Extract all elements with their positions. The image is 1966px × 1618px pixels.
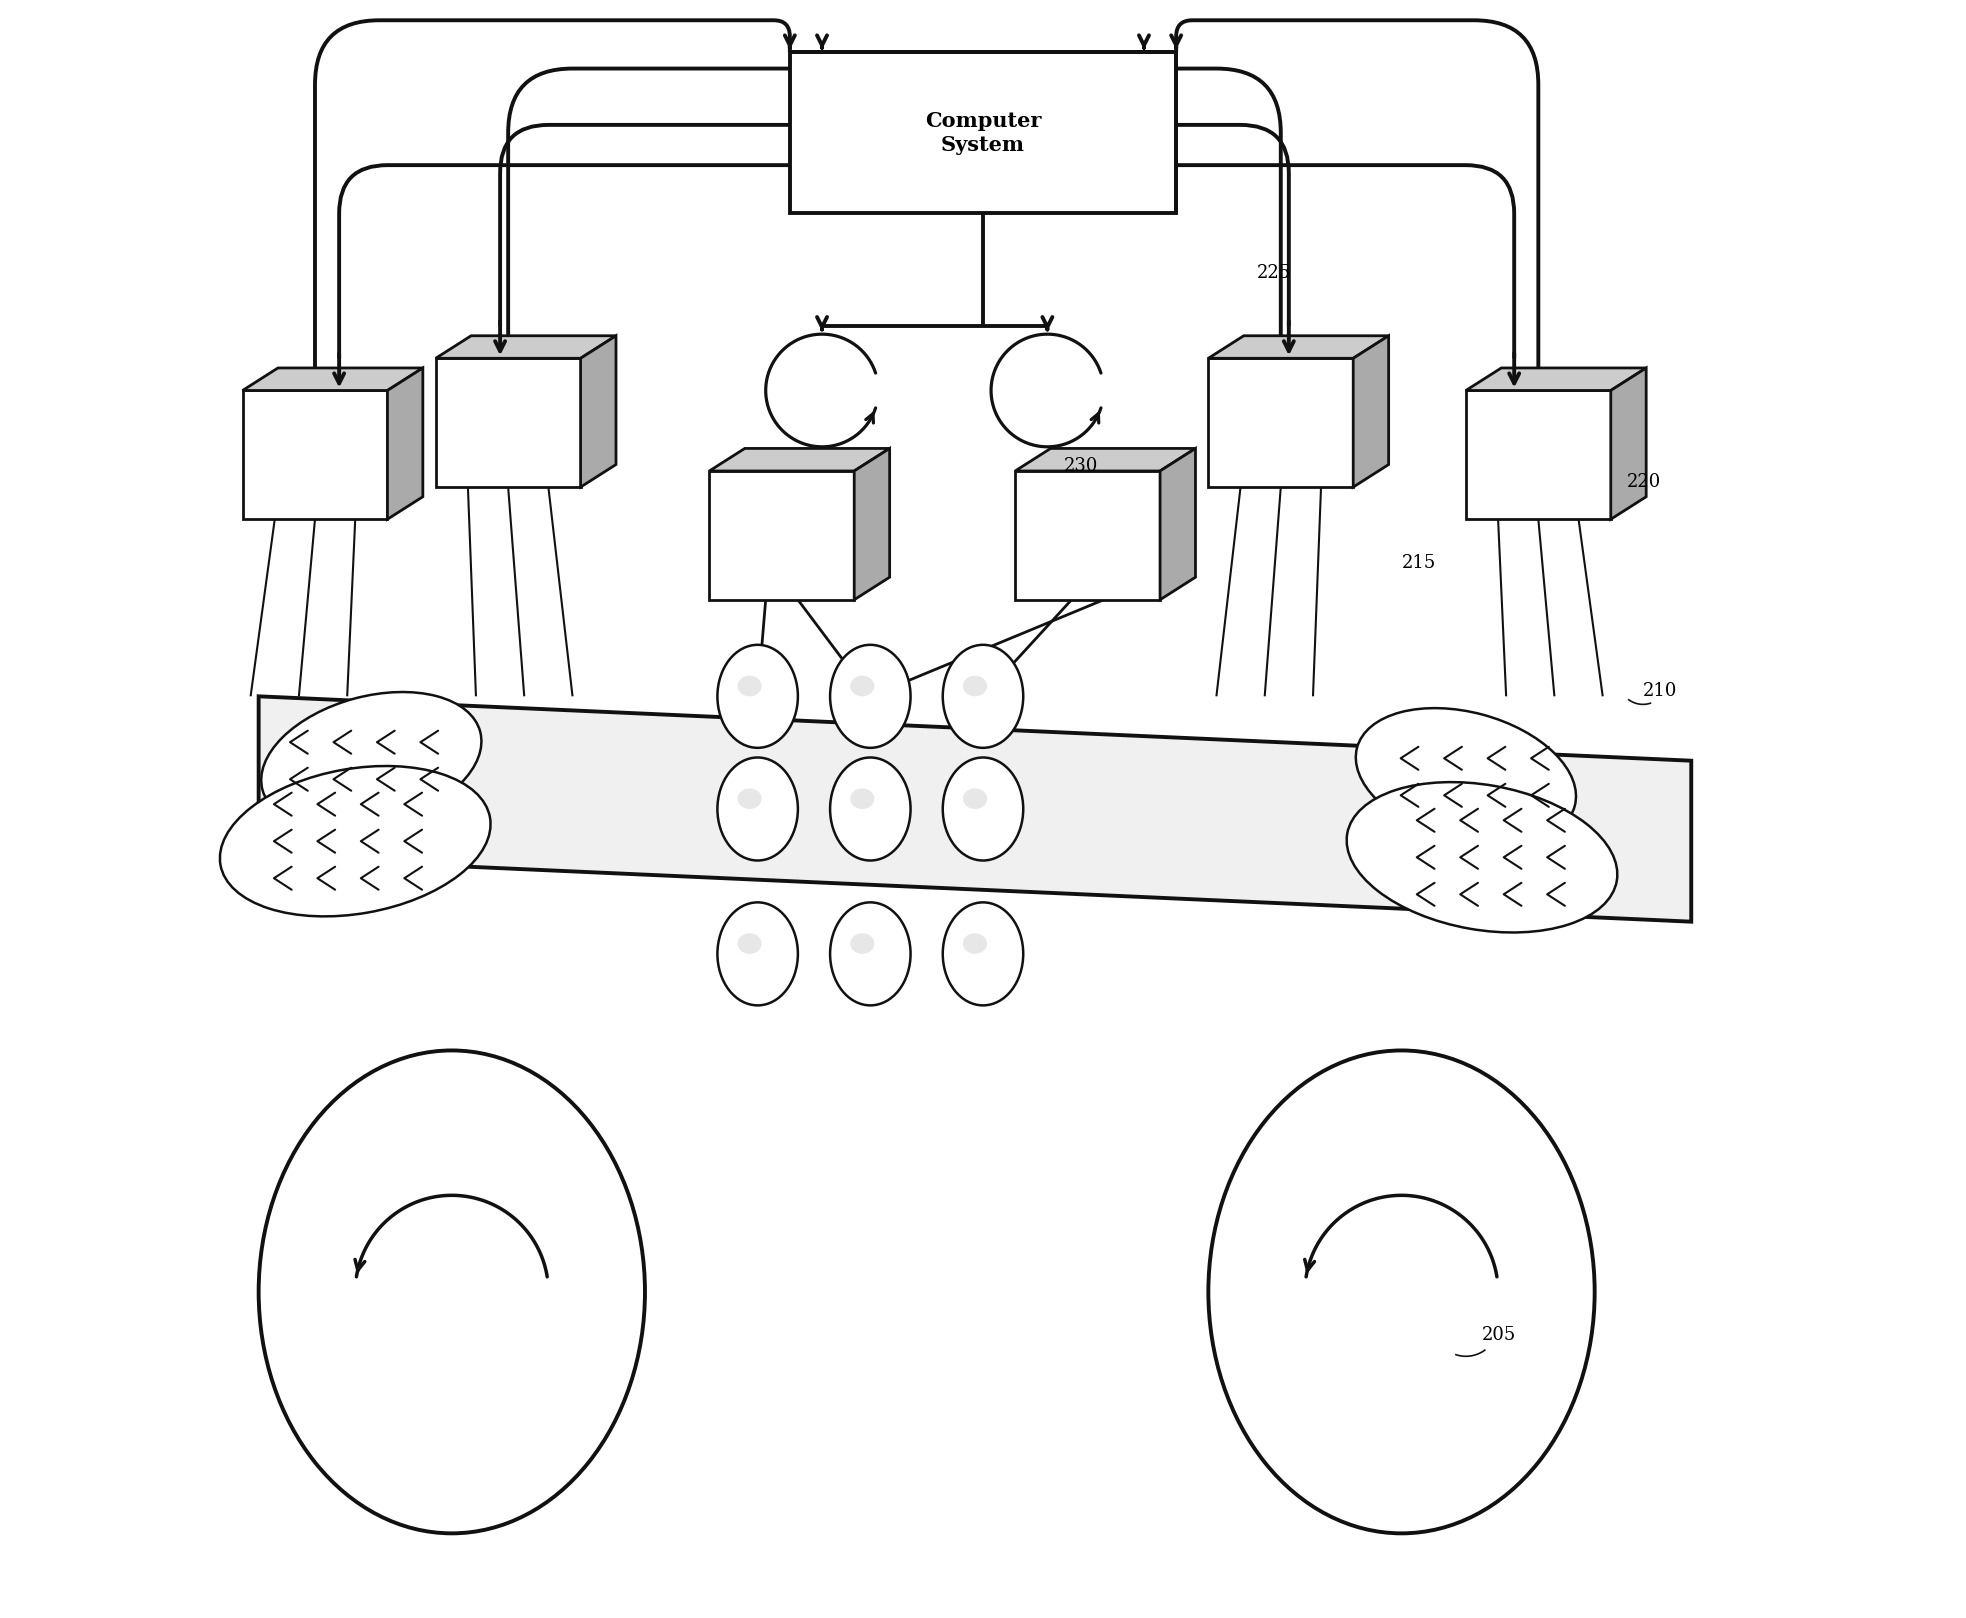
Text: 210: 210 bbox=[1644, 683, 1677, 701]
Polygon shape bbox=[790, 52, 1176, 214]
Ellipse shape bbox=[849, 676, 875, 696]
Ellipse shape bbox=[944, 757, 1022, 861]
Ellipse shape bbox=[737, 676, 761, 696]
Polygon shape bbox=[1353, 337, 1388, 487]
Polygon shape bbox=[1209, 337, 1388, 358]
Polygon shape bbox=[580, 337, 615, 487]
Ellipse shape bbox=[944, 903, 1022, 1005]
Polygon shape bbox=[1467, 390, 1610, 519]
Polygon shape bbox=[1209, 358, 1353, 487]
Polygon shape bbox=[260, 696, 1691, 922]
Polygon shape bbox=[1014, 471, 1160, 600]
Text: 230: 230 bbox=[1064, 456, 1097, 476]
Ellipse shape bbox=[849, 788, 875, 809]
Text: 220: 220 bbox=[1628, 472, 1661, 492]
Ellipse shape bbox=[1209, 1050, 1594, 1534]
Ellipse shape bbox=[260, 1050, 645, 1534]
Polygon shape bbox=[710, 448, 891, 471]
Polygon shape bbox=[853, 448, 891, 600]
Ellipse shape bbox=[944, 646, 1022, 748]
Polygon shape bbox=[436, 358, 580, 487]
Polygon shape bbox=[387, 367, 423, 519]
Ellipse shape bbox=[1357, 709, 1577, 846]
Ellipse shape bbox=[830, 903, 910, 1005]
Polygon shape bbox=[1160, 448, 1195, 600]
Ellipse shape bbox=[830, 646, 910, 748]
Ellipse shape bbox=[718, 646, 798, 748]
Ellipse shape bbox=[963, 934, 987, 955]
Ellipse shape bbox=[963, 676, 987, 696]
Polygon shape bbox=[710, 471, 853, 600]
Ellipse shape bbox=[718, 757, 798, 861]
Polygon shape bbox=[242, 390, 387, 519]
Text: 215: 215 bbox=[1402, 553, 1435, 571]
Ellipse shape bbox=[718, 903, 798, 1005]
Ellipse shape bbox=[261, 693, 482, 830]
Ellipse shape bbox=[849, 934, 875, 955]
Ellipse shape bbox=[737, 788, 761, 809]
Polygon shape bbox=[436, 337, 615, 358]
Text: Computer
System: Computer System bbox=[924, 112, 1042, 155]
Text: 205: 205 bbox=[1482, 1327, 1516, 1345]
Ellipse shape bbox=[963, 788, 987, 809]
Polygon shape bbox=[1610, 367, 1646, 519]
Polygon shape bbox=[1467, 367, 1646, 390]
Polygon shape bbox=[242, 367, 423, 390]
Text: 225: 225 bbox=[1256, 264, 1292, 282]
Ellipse shape bbox=[1347, 781, 1618, 932]
Ellipse shape bbox=[220, 765, 492, 916]
Ellipse shape bbox=[737, 934, 761, 955]
Polygon shape bbox=[1014, 448, 1195, 471]
Ellipse shape bbox=[830, 757, 910, 861]
